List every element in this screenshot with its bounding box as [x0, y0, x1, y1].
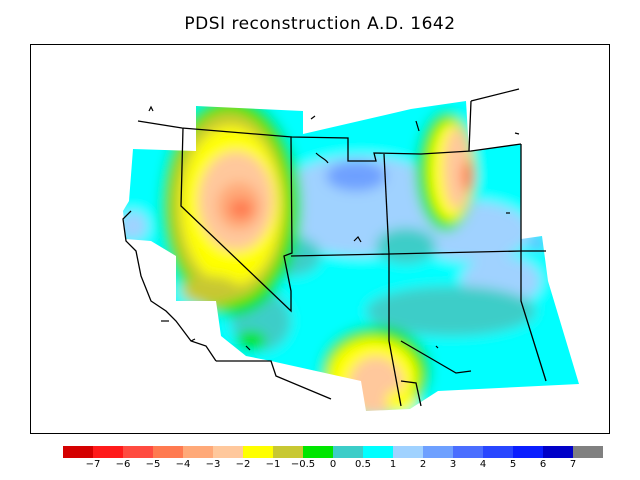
coast-features — [148, 105, 520, 351]
map-title: PDSI reconstruction A.D. 1642 — [184, 14, 456, 34]
legend-swatch — [63, 446, 93, 458]
map-frame — [30, 44, 610, 434]
legend-tick-label: 5 — [509, 459, 517, 470]
legend-tick-label: −1 — [265, 459, 281, 470]
legend-tick-label: 7 — [569, 459, 577, 470]
color-legend — [63, 446, 603, 458]
pdsi-map — [122, 88, 579, 411]
legend-swatch — [543, 446, 573, 458]
legend-swatch — [273, 446, 303, 458]
legend-tick-label: 0.5 — [355, 459, 371, 470]
legend-swatch — [453, 446, 483, 458]
legend-tick-label: 3 — [449, 459, 457, 470]
legend-swatch — [213, 446, 243, 458]
legend-swatch — [93, 446, 123, 458]
legend-swatch — [483, 446, 513, 458]
legend-swatch — [363, 446, 393, 458]
legend-swatch — [183, 446, 213, 458]
legend-swatch — [333, 446, 363, 458]
legend-tick-label: 6 — [539, 459, 547, 470]
pdsi-field — [123, 101, 579, 411]
legend-tick-label: −0.5 — [290, 459, 316, 470]
legend-tick-label: 0 — [329, 459, 337, 470]
legend-swatch — [123, 446, 153, 458]
legend-swatch — [393, 446, 423, 458]
legend-tick-label: −2 — [235, 459, 251, 470]
legend-swatch — [243, 446, 273, 458]
legend-swatch — [303, 446, 333, 458]
legend-swatch — [423, 446, 453, 458]
legend-tick-label: 2 — [419, 459, 427, 470]
state-borders — [122, 88, 547, 407]
legend-tick-label: 4 — [479, 459, 487, 470]
legend-tick-label: −5 — [145, 459, 161, 470]
legend-tick-label: 1 — [389, 459, 397, 470]
legend-ticks: −7 −6 −5 −4 −3 −2 −1 −0.5 0 0.5 1 2 3 4 5 6 7 — [63, 459, 583, 473]
legend-tick-label: −6 — [115, 459, 131, 470]
legend-tick-label: −4 — [175, 459, 191, 470]
legend-tick-label: −3 — [205, 459, 221, 470]
legend-swatch — [153, 446, 183, 458]
legend-tick-label: −7 — [85, 459, 101, 470]
legend-swatch — [573, 446, 603, 458]
legend-swatch — [513, 446, 543, 458]
